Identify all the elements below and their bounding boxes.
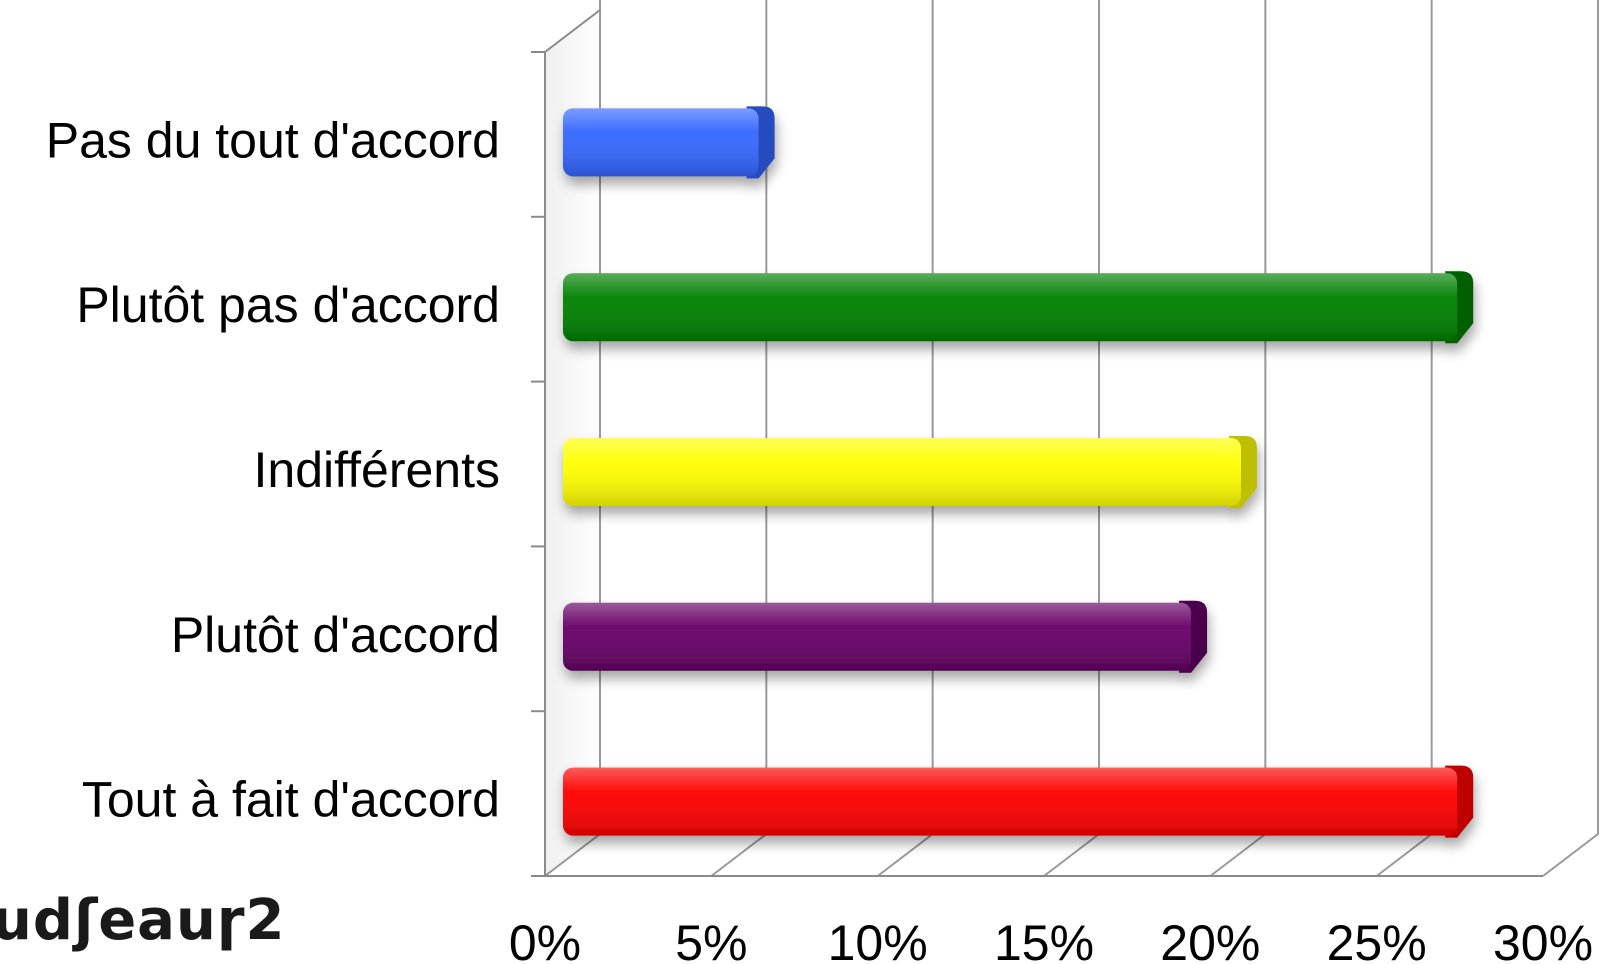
x-tick-label: 10% [828,915,928,964]
category-labels: Pas du tout d'accord Plutôt pas d'accord I… [46,112,500,827]
bar [563,271,1474,344]
bar [563,436,1257,508]
x-tick-label: 25% [1327,915,1427,964]
x-tick-label: 20% [1160,915,1260,964]
category-label: Plutôt pas d'accord [76,277,500,333]
category-label: Pas du tout d'accord [46,112,500,168]
bar-gloss [563,767,1458,836]
bar-gloss [563,273,1458,342]
bars [563,106,1474,838]
watermark-logo: udʃeauɼ2 [0,888,286,953]
gridline [1542,0,1599,877]
category-label: Plutôt d'accord [171,607,500,663]
bar-gloss [563,438,1241,506]
bar [563,106,775,179]
x-tick-label: 15% [994,915,1094,964]
bar [563,600,1208,673]
x-tick-label: 0% [509,915,581,964]
x-tick-labels: 0% 5% 10% 15% 20% 25% 30% [509,915,1593,964]
bar-gloss [563,602,1192,671]
bar-gloss [563,108,759,177]
bar [563,765,1474,838]
gridline [1376,0,1433,877]
category-label: Tout à fait d'accord [82,772,500,828]
x-tick-label: 30% [1493,915,1593,964]
category-label: Indifférents [254,442,500,498]
x-tick-label: 5% [675,915,747,964]
